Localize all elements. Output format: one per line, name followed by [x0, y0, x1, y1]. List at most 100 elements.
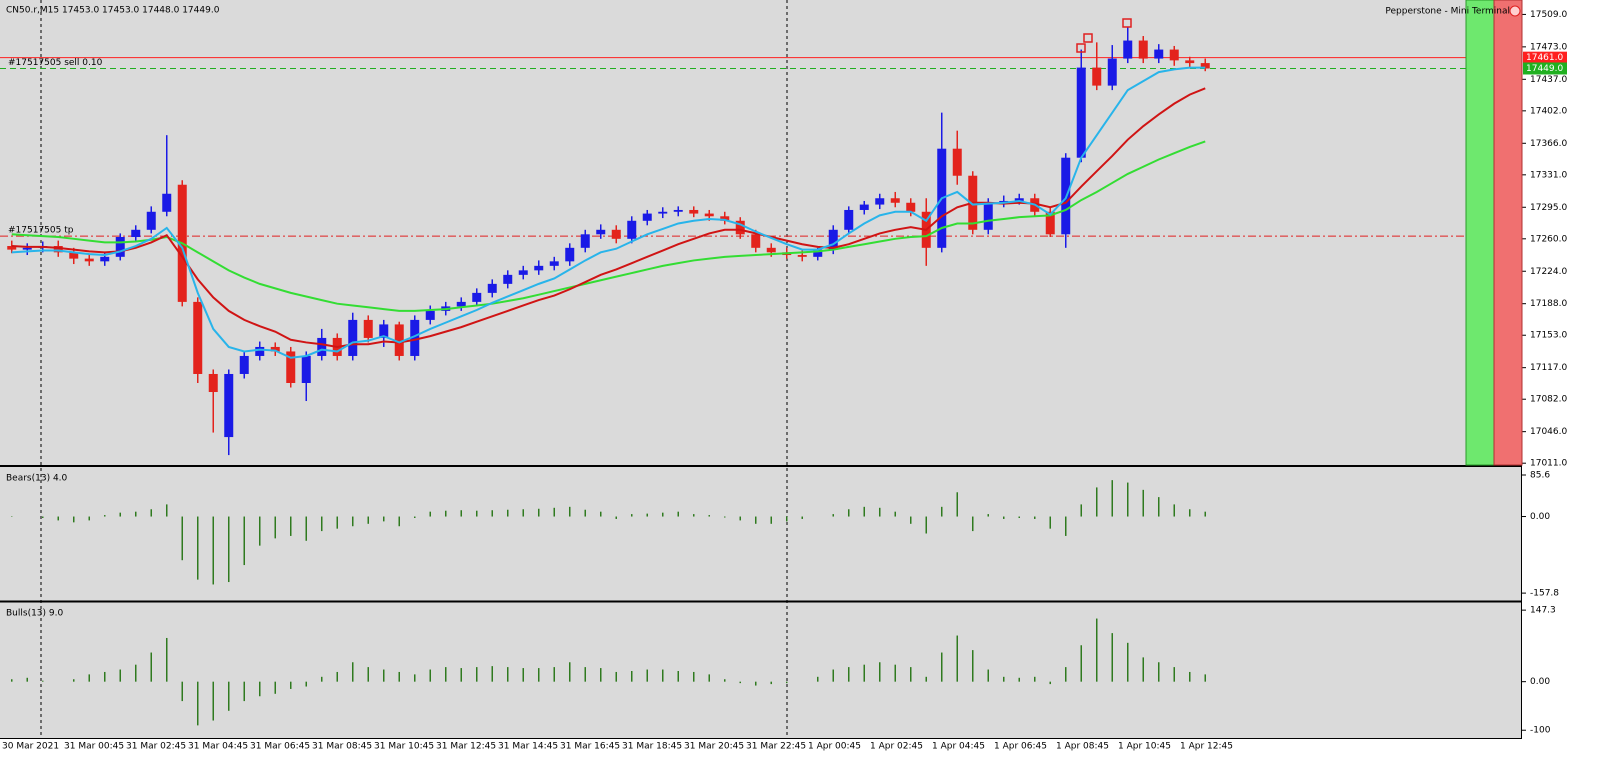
y-tick-label: 17295.0 — [1530, 203, 1567, 213]
candle-body — [952, 148, 962, 176]
candle-body — [1045, 211, 1055, 235]
candle-body — [131, 229, 141, 238]
candle-body — [906, 202, 916, 212]
candle-body — [7, 246, 17, 250]
x-tick-label: 31 Mar 08:45 — [312, 742, 372, 752]
price-axis-background — [1522, 0, 1618, 780]
candle-body — [270, 346, 280, 352]
candle-body — [410, 319, 420, 356]
y-tick-label: 17046.0 — [1530, 427, 1567, 437]
moving-average — [11, 140, 1206, 312]
candle-body — [69, 252, 79, 259]
candle-body — [162, 193, 172, 212]
candle-body — [1076, 67, 1086, 158]
x-tick-label: 31 Mar 00:45 — [64, 742, 124, 752]
candle-body — [549, 261, 559, 266]
candle-body — [301, 355, 311, 383]
candle-body — [255, 346, 265, 356]
candle-body — [84, 258, 94, 262]
candle-body — [875, 198, 885, 205]
x-tick-label: 31 Mar 12:45 — [436, 742, 496, 752]
terminal-label: Pepperstone - Mini Terminal — [1385, 7, 1510, 17]
candle-body — [797, 255, 807, 257]
y-tick-label: 17509.0 — [1530, 10, 1567, 20]
moving-average — [11, 87, 1206, 348]
candle-body — [735, 220, 745, 235]
candle-body — [146, 211, 156, 230]
candle-body — [503, 274, 513, 284]
x-tick-label: 31 Mar 04:45 — [188, 742, 248, 752]
candle-body — [859, 204, 869, 210]
candle-body — [487, 283, 497, 293]
price-box-label: 17449.0 — [1526, 64, 1563, 74]
candle-body — [1200, 63, 1210, 69]
candle-body — [348, 319, 358, 356]
x-tick-label: 1 Apr 12:45 — [1180, 742, 1233, 752]
sell-button[interactable] — [1493, 0, 1523, 466]
candle-body — [394, 324, 404, 356]
x-tick-label: 31 Mar 10:45 — [374, 742, 434, 752]
candle-body — [208, 373, 218, 393]
x-tick-label: 1 Apr 08:45 — [1056, 742, 1109, 752]
x-tick-label: 31 Mar 14:45 — [498, 742, 558, 752]
candle-body — [704, 213, 714, 217]
moving-average — [11, 66, 1206, 359]
x-tick-label: 1 Apr 06:45 — [994, 742, 1047, 752]
price-box — [1523, 51, 1567, 64]
candle-body — [828, 229, 838, 250]
candle-body — [1138, 40, 1148, 59]
candle-body — [317, 337, 327, 356]
y-tick-label: 17473.0 — [1530, 42, 1567, 52]
candle-body — [890, 198, 900, 203]
candle-body — [1154, 49, 1164, 59]
candle-body — [534, 265, 544, 271]
candle-body — [518, 270, 528, 275]
fractal-marker — [1083, 33, 1093, 43]
candle-body — [22, 247, 32, 250]
candle-body — [596, 229, 606, 235]
candle-body — [472, 292, 482, 302]
x-tick-label: 31 Mar 02:45 — [126, 742, 186, 752]
candle-body — [1092, 67, 1102, 86]
candle-body — [844, 209, 854, 230]
indicator-title: Bears(13) 4.0 — [6, 474, 68, 484]
candle-body — [53, 246, 63, 253]
symbol-info: CN50.r,M15 17453.0 17453.0 17448.0 17449… — [6, 6, 220, 16]
candle-body — [611, 229, 621, 239]
candle-body — [425, 310, 435, 320]
y-tick-label: 17011.0 — [1530, 459, 1567, 469]
candle-body — [580, 234, 590, 248]
y-tick-label: 0.00 — [1530, 677, 1550, 687]
candle-body — [193, 301, 203, 374]
candle-body — [115, 237, 125, 257]
x-tick-label: 1 Apr 10:45 — [1118, 742, 1171, 752]
candle-body — [1014, 198, 1024, 201]
level-label: #17517505 sell 0.10 — [8, 58, 103, 68]
candle-body — [766, 247, 776, 253]
candle-body — [363, 319, 373, 338]
y-tick-label: 147.3 — [1530, 606, 1556, 616]
x-tick-label: 1 Apr 04:45 — [932, 742, 985, 752]
y-tick-label: 17437.0 — [1530, 75, 1567, 85]
y-tick-label: 17402.0 — [1530, 106, 1567, 116]
time-axis-background — [0, 738, 1522, 780]
candle-body — [239, 355, 249, 374]
candle-body — [565, 247, 575, 262]
candle-body — [1169, 49, 1179, 61]
level-label: #17517505 tp — [8, 226, 74, 236]
x-tick-label: 30 Mar 2021 — [2, 742, 59, 752]
marks: 17509.0 17473.0 17437.0 17402.0 17366.0 17331… — [0, 10, 1567, 752]
y-tick-label: 17188.0 — [1530, 299, 1567, 309]
candle-body — [100, 256, 110, 262]
candle-body — [456, 301, 466, 307]
smiley-icon — [1509, 5, 1521, 17]
buy-button[interactable] — [1465, 0, 1495, 466]
candle-body — [224, 373, 234, 438]
x-tick-label: 31 Mar 16:45 — [560, 742, 620, 752]
candle-body — [642, 213, 652, 221]
y-tick-label: 85.6 — [1530, 470, 1550, 480]
y-tick-label: -100 — [1530, 726, 1551, 736]
y-tick-label: 17117.0 — [1530, 363, 1567, 373]
y-tick-label: 17366.0 — [1530, 139, 1567, 149]
y-tick-label: 17082.0 — [1530, 395, 1567, 405]
